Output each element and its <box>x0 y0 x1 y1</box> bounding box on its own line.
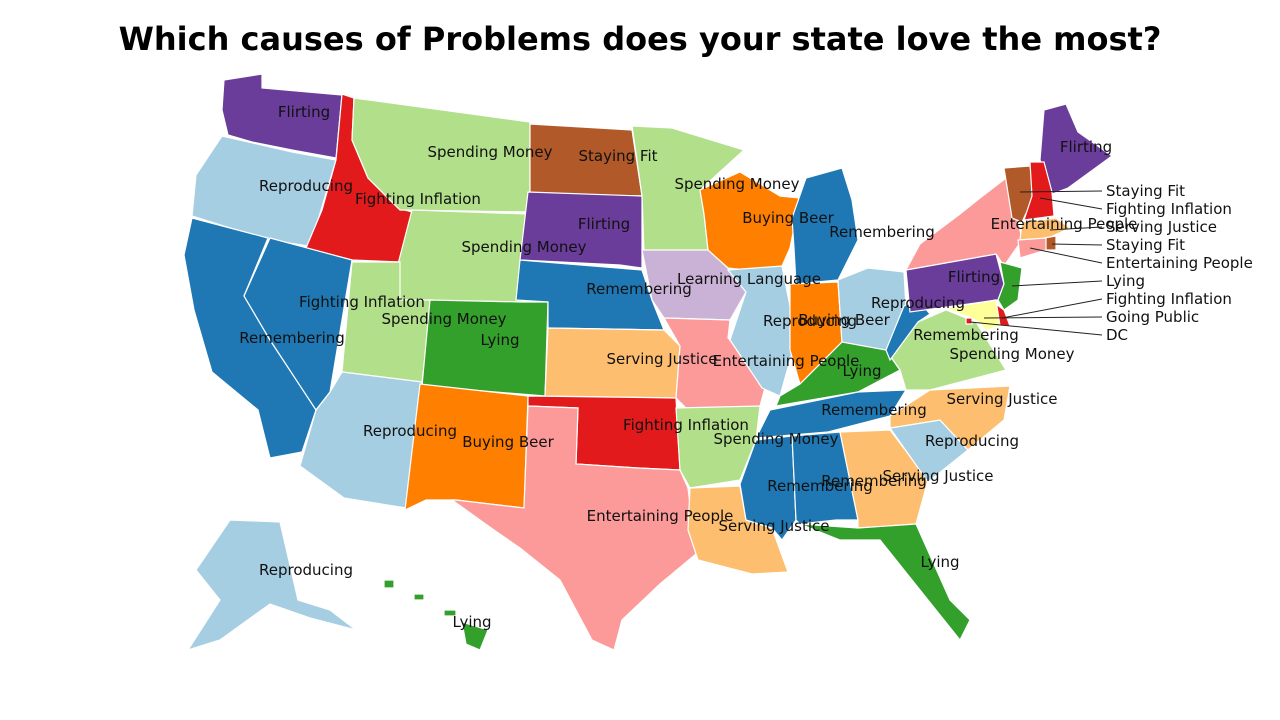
state-wy <box>398 210 528 302</box>
callout-label-vt: Staying Fit <box>1106 182 1185 200</box>
state-label-ga: Serving Justice <box>882 467 993 485</box>
state-label-tn: Remembering <box>821 401 927 419</box>
state-label-nm: Buying Beer <box>462 433 554 451</box>
state-fl <box>800 524 970 640</box>
state-label-fl: Lying <box>920 553 959 571</box>
state-label-la: Serving Justice <box>718 517 829 535</box>
callout-label-de: Fighting Inflation <box>1106 290 1232 308</box>
callout-label-md: Going Public <box>1106 308 1199 326</box>
state-label-mt: Spending Money <box>428 143 553 161</box>
state-label-me: Flirting <box>1060 138 1112 156</box>
callout-label-nj: Lying <box>1106 272 1145 290</box>
state-label-ks: Serving Justice <box>606 350 717 368</box>
callout-label-ct: Entertaining People <box>1106 254 1253 272</box>
state-label-az: Reproducing <box>363 422 457 440</box>
state-label-pa: Flirting <box>948 268 1000 286</box>
leader-line-nj <box>1012 281 1102 286</box>
state-label-va: Spending Money <box>950 345 1075 363</box>
state-label-ut: Spending Money <box>382 310 507 328</box>
state-label-mn: Spending Money <box>675 175 800 193</box>
state-label-or: Reproducing <box>259 177 353 195</box>
leader-line-ri <box>1052 244 1102 245</box>
state-label-wv: Remembering <box>913 326 1019 344</box>
state-label-id: Fighting Inflation <box>355 190 481 208</box>
state-label-tx: Entertaining People <box>587 507 734 525</box>
leader-line-ct <box>1030 248 1102 263</box>
state-label-oh: Reproducing <box>871 294 965 312</box>
state-label-in: Buying Beer <box>798 311 890 329</box>
callout-label-dc: DC <box>1106 326 1128 344</box>
state-label-ky: Lying <box>842 362 881 380</box>
state-dc <box>966 318 972 324</box>
state-label-nd: Staying Fit <box>578 147 657 165</box>
state-label-ak: Reproducing <box>259 561 353 579</box>
state-label-wi: Buying Beer <box>742 209 834 227</box>
state-label-ia: Learning Language <box>677 270 821 288</box>
state-label-nc: Serving Justice <box>946 390 1057 408</box>
state-label-wa: Flirting <box>278 103 330 121</box>
state-label-hi: Lying <box>452 613 491 631</box>
state-label-ar: Spending Money <box>714 430 839 448</box>
state-label-wy: Spending Money <box>462 238 587 256</box>
callout-label-ri: Staying Fit <box>1106 236 1185 254</box>
state-ak <box>188 520 356 650</box>
state-label-co: Lying <box>480 331 519 349</box>
leader-line-de <box>1002 299 1102 318</box>
state-label-sc: Reproducing <box>925 432 1019 450</box>
state-label-sd: Flirting <box>578 215 630 233</box>
callout-label-ma: Serving Justice <box>1106 218 1217 236</box>
state-label-ne: Remembering <box>586 280 692 298</box>
state-label-ca: Remembering <box>239 329 345 347</box>
state-label-nv: Fighting Inflation <box>299 293 425 311</box>
state-label-mi: Remembering <box>829 223 935 241</box>
callout-label-nh: Fighting Inflation <box>1106 200 1232 218</box>
state-label-mo: Entertaining People <box>713 352 860 370</box>
